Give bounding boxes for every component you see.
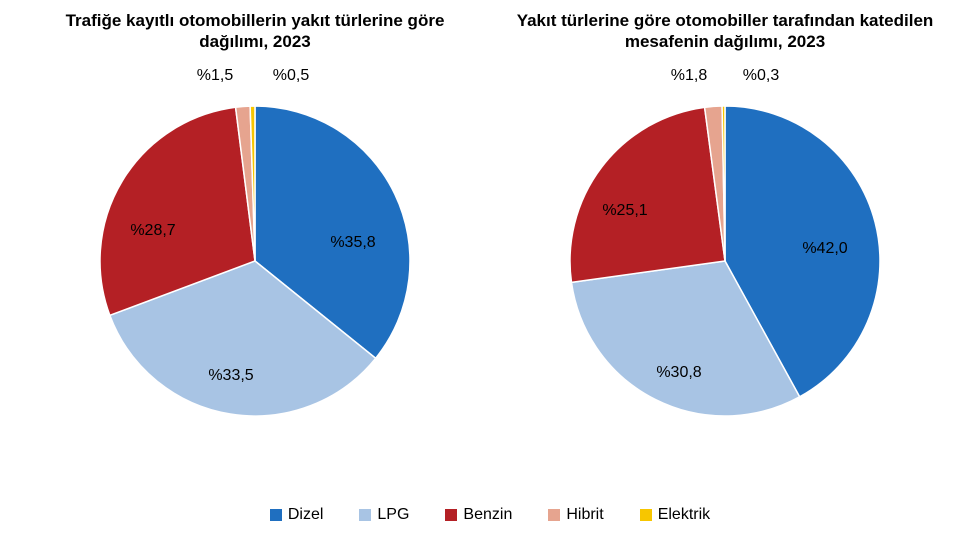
chart-title-left: Trafiğe kayıtlı otomobillerin yakıt türl… (40, 10, 470, 53)
legend-label: Elektrik (658, 506, 710, 524)
chart-title-right: Yakıt türlerine göre otomobiller tarafın… (510, 10, 940, 53)
slice-label-dizel: %42,0 (802, 240, 847, 258)
slice-label-lpg: %30,8 (656, 364, 701, 382)
pie-chart-right: %42,0 %30,8 %25,1 %1,8 %0,3 (515, 61, 935, 461)
legend-label: Hibrit (566, 506, 603, 524)
slice-label-benzin: %25,1 (602, 202, 647, 220)
legend-item-lpg: LPG (359, 506, 409, 524)
legend-item-elektrik: Elektrik (640, 506, 710, 524)
slice-label-benzin: %28,7 (130, 222, 175, 240)
legend-label: Benzin (463, 506, 512, 524)
legend-item-benzin: Benzin (445, 506, 512, 524)
slice-label-dizel: %35,8 (330, 234, 375, 252)
legend: Dizel LPG Benzin Hibrit Elektrik (0, 496, 980, 544)
chart-panel-right: Yakıt türlerine göre otomobiller tarafın… (495, 10, 955, 496)
legend-swatch (445, 509, 457, 521)
pie-svg (45, 61, 465, 461)
pie-slice-benzin (570, 107, 725, 282)
legend-swatch (548, 509, 560, 521)
pie-svg (515, 61, 935, 461)
legend-item-dizel: Dizel (270, 506, 324, 524)
legend-label: LPG (377, 506, 409, 524)
slice-label-elektrik: %0,3 (743, 67, 779, 85)
charts-row: Trafiğe kayıtlı otomobillerin yakıt türl… (0, 0, 980, 496)
legend-swatch (640, 509, 652, 521)
legend-item-hibrit: Hibrit (548, 506, 603, 524)
legend-label: Dizel (288, 506, 324, 524)
slice-label-elektrik: %0,5 (273, 67, 309, 85)
slice-label-hibrit: %1,5 (197, 67, 233, 85)
legend-swatch (359, 509, 371, 521)
chart-container: Trafiğe kayıtlı otomobillerin yakıt türl… (0, 0, 980, 544)
chart-panel-left: Trafiğe kayıtlı otomobillerin yakıt türl… (25, 10, 485, 496)
slice-label-hibrit: %1,8 (671, 67, 707, 85)
pie-chart-left: %35,8 %33,5 %28,7 %1,5 %0,5 (45, 61, 465, 461)
legend-swatch (270, 509, 282, 521)
slice-label-lpg: %33,5 (208, 367, 253, 385)
